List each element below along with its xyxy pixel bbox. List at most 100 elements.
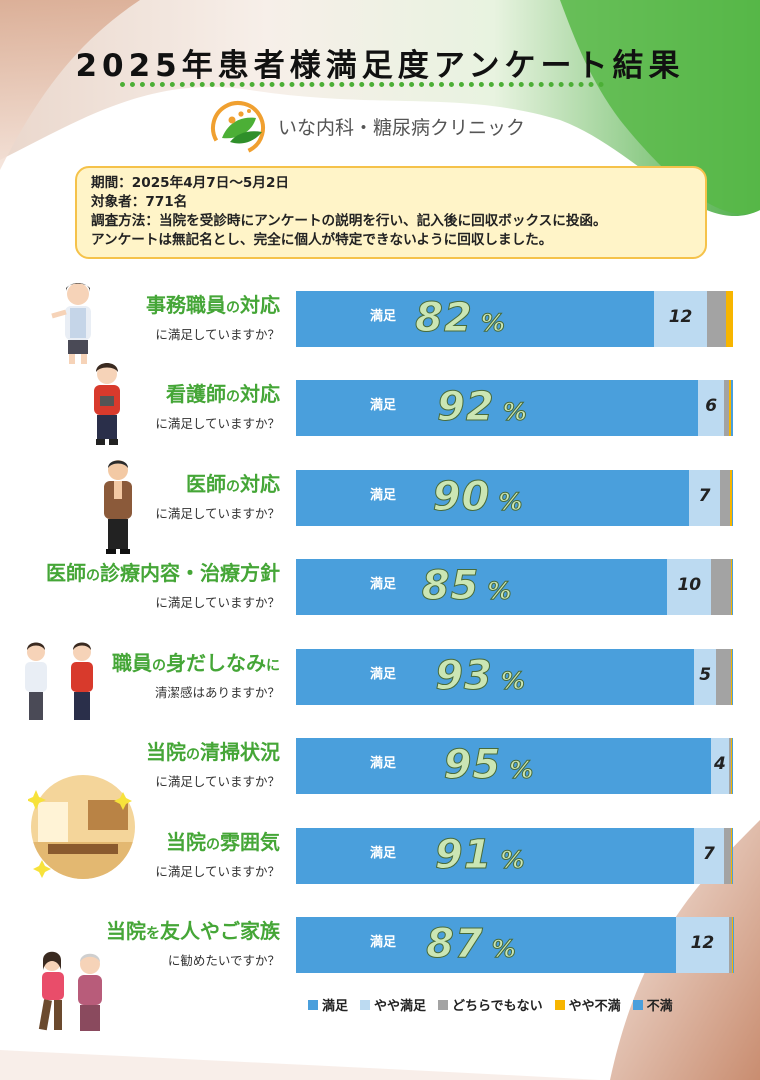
question-label: 職員の身だしなみに 清潔感はありますか？	[112, 647, 280, 701]
legend-label: 不満	[646, 999, 673, 1014]
question-title-part: 当院	[166, 830, 206, 854]
legend-item: やや満足	[360, 995, 426, 1014]
question-title: 職員の身だしなみに	[112, 647, 280, 676]
question-subtitle: に満足していますか？	[155, 506, 280, 521]
percent-unit: %	[502, 398, 528, 427]
bar-segment-dissatisfied	[732, 828, 733, 884]
question-title-part: 当院	[146, 740, 186, 764]
question-label: 事務職員の対応に満足していますか？	[146, 289, 280, 343]
satisfied-percent-value: 90	[432, 474, 491, 521]
satisfied-percent-label: 82%	[415, 295, 506, 342]
satisfied-percent-label: 93%	[435, 653, 526, 700]
bar-segment-dissatisfied	[732, 649, 733, 705]
bar-segment-dissatisfied	[731, 380, 733, 436]
question-title: 医師の診療内容・治療方針	[46, 557, 280, 586]
bar-segment-neutral	[706, 291, 727, 347]
satisfied-percent-label: 91%	[434, 832, 526, 879]
stacked-bar: 満足 91% 7	[296, 828, 733, 884]
question-title-part: の	[152, 658, 166, 674]
stacked-bar: 満足 95% 4	[296, 738, 733, 794]
bar-segment-satisfied: 満足 82%	[296, 291, 655, 347]
clinic-leaf-logo-icon	[211, 101, 265, 155]
somewhat-satisfied-value: 6	[705, 396, 718, 416]
bar-segment-dissatisfied	[731, 470, 733, 526]
question-title-part: の	[86, 568, 100, 584]
somewhat-satisfied-value: 10	[677, 575, 702, 595]
clinic-interior-illustration-icon	[28, 775, 135, 879]
satisfied-segment-label: 満足	[370, 756, 397, 771]
question-label: 看護師の対応に満足していますか？	[155, 378, 280, 432]
satisfied-percent-value: 87	[426, 921, 484, 968]
satisfied-percent-value: 95	[443, 742, 502, 789]
bar-segment-neutral	[715, 649, 732, 705]
question-subtitle: に満足していますか？	[155, 327, 280, 342]
bar-segment-somewhat-dissatisfied	[729, 380, 732, 436]
question-title-part: を	[146, 926, 160, 942]
legend-label: やや不満	[568, 999, 621, 1014]
clinic-logo-block: いな内科・糖尿病クリニック	[208, 98, 568, 158]
satisfied-percent-label: 87%	[426, 921, 517, 968]
bar-segment-somewhat-satisfied: 12	[676, 917, 729, 973]
bar-segment-satisfied: 満足 93%	[296, 649, 695, 705]
satisfied-percent-value: 82	[415, 295, 473, 342]
chart-legend: 満足 やや満足 どちらでもない やや不満 不満	[308, 995, 673, 1014]
bar-segment-somewhat-dissatisfied	[730, 470, 732, 526]
survey-period: 期間：2025年4月7日～5月2日	[91, 175, 290, 191]
satisfied-segment-label: 満足	[370, 488, 397, 503]
question-title: 事務職員の対応	[146, 289, 280, 318]
bar-segment-dissatisfied	[732, 559, 733, 615]
legend-item: 不満	[632, 995, 673, 1014]
legend-item: どちらでもない	[438, 995, 543, 1014]
question-title-part: の	[226, 389, 240, 405]
stacked-bar: 満足 85% 10	[296, 559, 733, 615]
bar-segment-satisfied: 満足 90%	[296, 470, 690, 526]
somewhat-satisfied-value: 7	[698, 486, 711, 506]
question-subtitle: に勧めたいですか？	[167, 953, 280, 968]
somewhat-satisfied-value: 7	[703, 844, 715, 864]
question-title-part: の	[206, 837, 220, 853]
question-title-part: 看護師	[166, 382, 226, 406]
question-label: 当院の雰囲気 に満足していますか？	[155, 826, 280, 880]
bar-segment-satisfied: 満足 95%	[296, 738, 712, 794]
somewhat-satisfied-value: 4	[713, 754, 726, 774]
doctor-illustration-icon	[104, 460, 132, 554]
legend-label: 満足	[322, 999, 349, 1014]
percent-unit: %	[500, 667, 526, 696]
question-title-part: 職員	[112, 651, 152, 675]
question-title-part: 対応	[240, 293, 280, 317]
bar-segment-somewhat-satisfied: 5	[694, 649, 716, 705]
survey-note: アンケートは無記名とし、完全に個人が特定できないように回収しました。	[91, 232, 553, 248]
bar-segment-somewhat-dissatisfied	[731, 649, 733, 705]
percent-unit: %	[500, 846, 526, 875]
bar-segment-somewhat-dissatisfied	[726, 291, 733, 347]
bar-segment-somewhat-satisfied: 7	[693, 828, 725, 884]
question-title-part: 対応	[240, 382, 280, 406]
legend-item: 満足	[308, 995, 348, 1014]
satisfied-percent-label: 90%	[432, 474, 524, 521]
bar-segment-somewhat-satisfied: 7	[689, 470, 720, 526]
question-title: 当院の清掃状況	[146, 736, 280, 765]
clinic-name: いな内科・糖尿病クリニック	[278, 117, 526, 139]
legend-swatch	[360, 999, 371, 1010]
question-title-part: 事務職員	[146, 293, 226, 317]
legend-item: やや不満	[554, 995, 621, 1014]
percent-unit: %	[509, 756, 535, 785]
survey-target: 対象者：771名	[91, 194, 188, 210]
stacked-bar: 満足 82% 12	[296, 291, 733, 347]
bar-segment-neutral	[719, 470, 731, 526]
question-subtitle: に満足していますか？	[155, 774, 280, 789]
question-title-part: 雰囲気	[220, 830, 280, 854]
bar-segment-somewhat-satisfied: 12	[654, 291, 707, 347]
question-subtitle: に満足していますか？	[155, 416, 280, 431]
bar-segment-somewhat-satisfied: 4	[711, 738, 729, 794]
bar-segment-somewhat-dissatisfied	[730, 828, 733, 884]
bar-segment-somewhat-satisfied: 10	[667, 559, 712, 615]
satisfied-segment-label: 満足	[370, 309, 397, 324]
question-label: 当院の清掃状況に満足していますか？	[146, 736, 280, 790]
bar-segment-somewhat-satisfied: 6	[698, 380, 725, 436]
bar-segment-neutral	[728, 917, 732, 973]
family-walking-illustration-icon	[38, 951, 102, 1031]
question-title: 医師の対応	[155, 468, 280, 497]
question-title-part: の	[186, 747, 200, 763]
survey-info-box: 期間：2025年4月7日～5月2日 対象者：771名 調査方法：当院を受診時にア…	[75, 166, 707, 259]
